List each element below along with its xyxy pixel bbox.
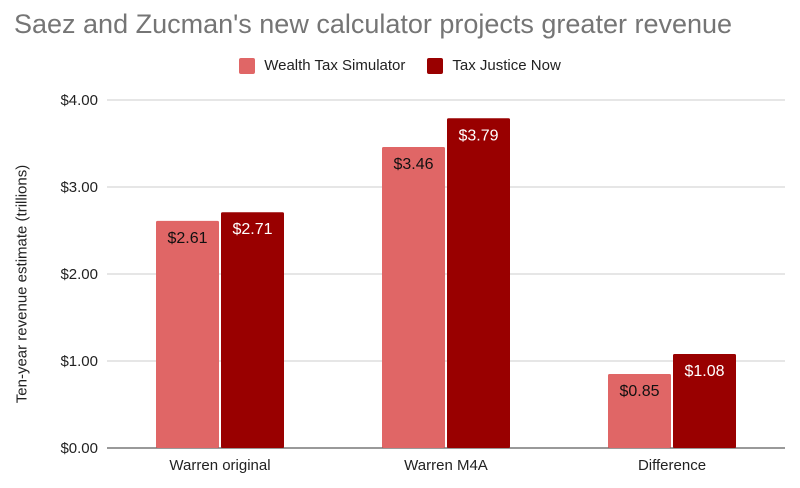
y-tick-label: $2.00 bbox=[60, 266, 98, 283]
y-tick-label: $3.00 bbox=[60, 179, 98, 196]
legend-item-wealth-tax-simulator: Wealth Tax Simulator bbox=[239, 57, 405, 74]
bar-wealth-tax-simulator-warren-m4a bbox=[382, 146, 445, 449]
bar-tax-justice-now-warren-original bbox=[221, 212, 284, 448]
bar-tax-justice-now-warren-m4a bbox=[447, 118, 510, 449]
legend-label-tax-justice-now: Tax Justice Now bbox=[452, 57, 561, 74]
x-tick-label: Difference bbox=[638, 457, 706, 474]
data-label: $1.08 bbox=[684, 363, 724, 380]
legend-label-wealth-tax-simulator: Wealth Tax Simulator bbox=[264, 57, 406, 74]
x-tick-label: Warren M4A bbox=[404, 457, 488, 474]
bar-tax-justice-now-difference bbox=[673, 354, 736, 448]
data-label: $3.46 bbox=[393, 156, 433, 173]
data-label: $3.79 bbox=[458, 127, 498, 144]
data-label: $2.61 bbox=[167, 230, 207, 247]
y-tick-label: $4.00 bbox=[60, 92, 98, 109]
legend: Wealth Tax Simulator Tax Justice Now bbox=[0, 57, 800, 74]
legend-swatch-wealth-tax-simulator bbox=[239, 57, 256, 74]
y-tick-label: $1.00 bbox=[60, 353, 98, 370]
data-label: $2.71 bbox=[232, 221, 272, 238]
x-tick-label: Warren original bbox=[169, 457, 270, 474]
y-tick-label: $0.00 bbox=[60, 440, 98, 457]
bar-wealth-tax-simulator-warren-original bbox=[156, 220, 219, 448]
chart-title: Saez and Zucman's new calculator project… bbox=[14, 9, 733, 39]
legend-item-tax-justice-now: Tax Justice Now bbox=[427, 57, 561, 74]
data-label: $0.85 bbox=[619, 383, 659, 400]
bar-wealth-tax-simulator-difference bbox=[608, 374, 671, 448]
legend-swatch-tax-justice-now bbox=[427, 57, 444, 74]
